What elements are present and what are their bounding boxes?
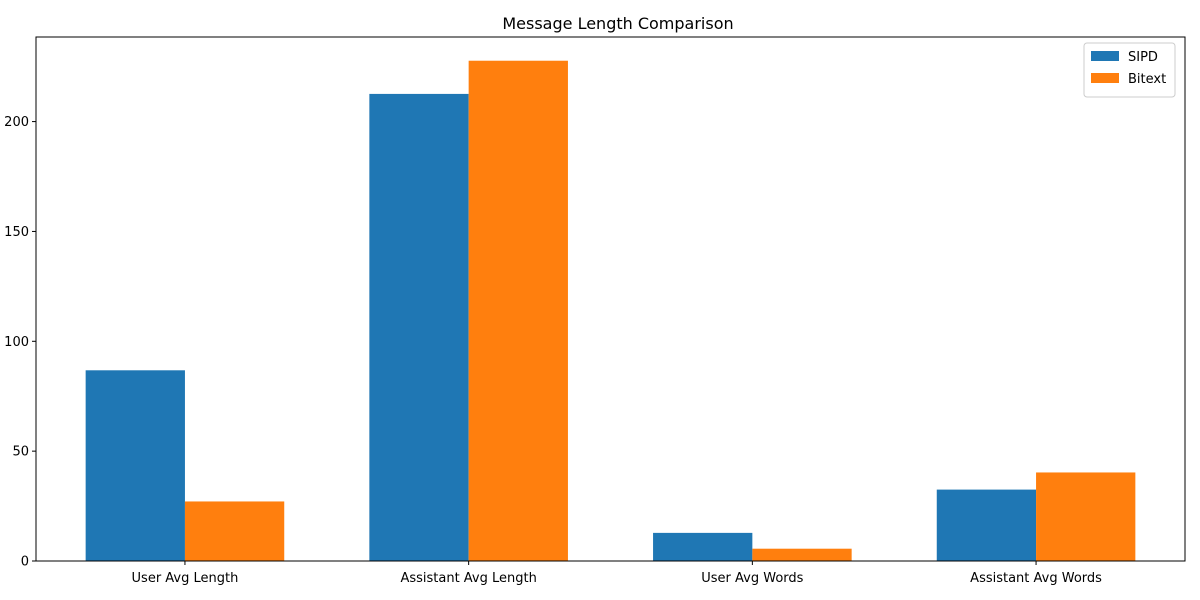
y-tick-label: 100	[4, 335, 29, 350]
legend-swatch-bitext	[1091, 73, 1119, 83]
x-tick-label: User Avg Words	[701, 571, 803, 586]
bar-sipd-2	[653, 532, 753, 561]
chart-title: Message Length Comparison	[502, 14, 733, 33]
legend: SIPD Bitext	[1083, 42, 1176, 98]
bar-sipd-3	[936, 489, 1037, 561]
bar-bitext-1	[468, 60, 568, 561]
legend-label-sipd: SIPD	[1128, 50, 1158, 65]
legend-label-bitext: Bitext	[1128, 72, 1166, 87]
bar-sipd-1	[369, 93, 469, 561]
y-tick-label: 50	[12, 445, 29, 460]
y-tick-label: 150	[4, 225, 29, 240]
bar-bitext-3	[1036, 472, 1136, 561]
bar-bitext-0	[184, 501, 285, 561]
plot-frame	[35, 36, 1186, 562]
bars-group	[85, 60, 1136, 561]
x-tick-label: Assistant Avg Words	[970, 571, 1102, 586]
bar-bitext-2	[752, 548, 852, 561]
y-axis: 0 50 100 150 200	[4, 115, 36, 570]
y-tick-label: 0	[21, 555, 29, 570]
bar-sipd-0	[85, 370, 185, 561]
x-axis: User Avg Length Assistant Avg Length User …	[132, 561, 1102, 586]
legend-swatch-sipd	[1091, 51, 1119, 61]
x-tick-label: User Avg Length	[132, 571, 239, 586]
x-tick-label: Assistant Avg Length	[400, 571, 536, 586]
y-tick-label: 200	[4, 115, 29, 130]
